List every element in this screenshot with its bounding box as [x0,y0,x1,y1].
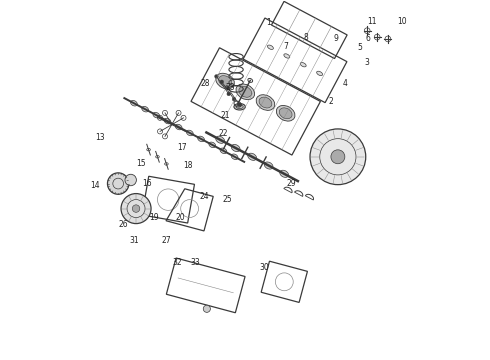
Circle shape [220,80,223,84]
Ellipse shape [130,100,137,106]
Ellipse shape [268,45,273,49]
Ellipse shape [239,86,252,97]
Circle shape [331,150,345,164]
Ellipse shape [284,54,290,58]
Ellipse shape [216,136,224,143]
Text: 25: 25 [222,195,232,204]
Text: 28: 28 [201,79,211,88]
Text: 32: 32 [172,258,182,267]
Ellipse shape [259,97,272,108]
Text: 6: 6 [366,35,370,44]
Ellipse shape [231,144,240,152]
Ellipse shape [256,95,275,111]
Text: 27: 27 [162,236,171,245]
Ellipse shape [164,118,171,124]
Text: 16: 16 [142,179,151,188]
Text: 26: 26 [119,220,128,229]
Text: 7: 7 [284,41,289,50]
Text: 3: 3 [364,58,369,67]
Text: 24: 24 [199,192,209,201]
Ellipse shape [220,148,227,154]
Circle shape [232,98,236,101]
Text: 8: 8 [303,33,308,42]
Text: 18: 18 [183,161,193,170]
Text: 5: 5 [357,43,362,52]
Ellipse shape [231,154,238,159]
Ellipse shape [219,76,232,86]
Text: 1: 1 [266,18,270,27]
Text: 17: 17 [178,143,187,152]
Ellipse shape [216,73,234,89]
Text: 14: 14 [90,181,100,190]
Text: 10: 10 [397,17,407,26]
Circle shape [225,85,229,89]
Ellipse shape [276,105,295,121]
Ellipse shape [175,124,182,130]
Circle shape [203,305,210,312]
Text: 15: 15 [137,159,146,168]
Ellipse shape [264,162,273,169]
Text: 23: 23 [226,83,236,92]
Ellipse shape [197,136,204,142]
Text: 19: 19 [149,213,159,222]
Text: 2: 2 [328,97,333,106]
Ellipse shape [234,104,245,110]
Circle shape [310,129,366,185]
Ellipse shape [300,63,306,67]
Ellipse shape [153,112,160,118]
Ellipse shape [209,142,216,148]
Circle shape [215,75,218,78]
Text: 30: 30 [260,263,270,272]
Text: 11: 11 [367,17,376,26]
Ellipse shape [248,153,256,160]
Ellipse shape [236,84,255,100]
Circle shape [107,173,129,194]
Ellipse shape [317,71,322,76]
Circle shape [125,174,136,186]
Ellipse shape [279,108,292,119]
Text: 33: 33 [190,258,200,267]
Text: 21: 21 [220,111,230,120]
Text: 9: 9 [334,35,339,44]
Circle shape [121,194,151,224]
Ellipse shape [280,170,289,177]
Text: 20: 20 [176,213,186,222]
Ellipse shape [142,107,148,112]
Text: 4: 4 [343,79,347,88]
Text: 22: 22 [219,129,228,138]
Circle shape [132,205,140,212]
Text: 31: 31 [129,236,139,245]
Text: 29: 29 [287,179,296,188]
Text: 13: 13 [96,132,105,141]
Circle shape [238,103,241,107]
Ellipse shape [187,130,193,136]
Circle shape [227,92,230,96]
